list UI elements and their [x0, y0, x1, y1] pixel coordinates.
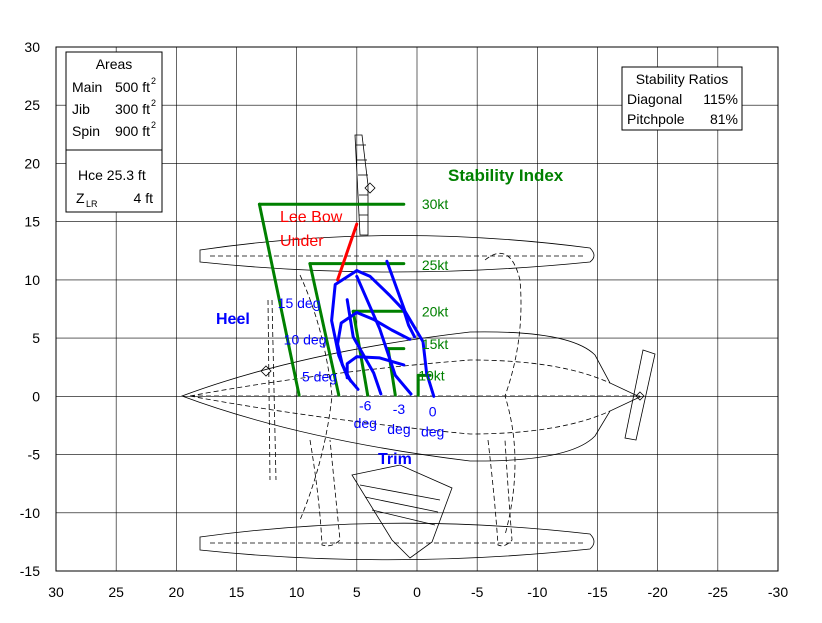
ratios-diagonal-value: 115% — [703, 91, 738, 107]
trim-line — [385, 259, 436, 398]
x-tick-label: 20 — [169, 584, 185, 600]
y-tick-label: 0 — [32, 388, 40, 404]
y-tick-label: 20 — [24, 155, 40, 171]
stability-index-data-label: 20kt — [422, 303, 449, 319]
areas-hce: Hce 25.3 ft — [78, 167, 146, 183]
y-tick-label: -5 — [28, 447, 41, 463]
x-tick-label: 25 — [108, 584, 124, 600]
trim-data-label: 0 — [429, 403, 437, 419]
areas-main-value: 500 ft — [115, 79, 150, 95]
x-tick-label: -20 — [648, 584, 668, 600]
areas-heading: Areas — [96, 56, 133, 72]
heel-data-label: 15 deg — [278, 295, 321, 311]
x-tick-label: 30 — [48, 584, 64, 600]
heel-line — [345, 355, 359, 380]
y-tick-label: 25 — [24, 97, 40, 113]
trim-data-label: deg — [354, 415, 377, 431]
trim-data-label: deg — [387, 421, 410, 437]
series-layer — [257, 202, 436, 398]
stability-index-data-label: 25kt — [422, 257, 449, 273]
areas-jib-value: 300 ft — [115, 101, 150, 117]
grid-lines — [55, 46, 779, 572]
trim-line — [355, 274, 413, 396]
x-tick-label: -10 — [527, 584, 547, 600]
stability-index-line — [351, 309, 370, 397]
heel-line — [355, 311, 412, 341]
y-tick-label: 5 — [32, 330, 40, 346]
areas-zlr-label: Z — [76, 190, 85, 206]
stability-ratios-box: Stability Ratios Diagonal 115% Pitchpole… — [621, 66, 743, 131]
x-tick-label: 5 — [353, 584, 361, 600]
x-tick-label: 10 — [289, 584, 305, 600]
trim-data-label: deg — [421, 423, 444, 439]
x-tick-label: 15 — [229, 584, 245, 600]
areas-main-sup: 2 — [151, 76, 156, 86]
areas-spin-sup: 2 — [151, 120, 156, 130]
stability-index-line — [257, 202, 301, 397]
y-tick-label: -10 — [20, 505, 40, 521]
heel-data-label: 10 deg — [284, 331, 327, 347]
areas-box: Areas Main 500 ft 2 Jib 300 ft 2 Spin 90… — [65, 51, 163, 213]
stability-index-data-label: 10kt — [418, 367, 445, 383]
stability-index-data-label: 30kt — [422, 196, 449, 212]
x-tick-label: -5 — [471, 584, 484, 600]
ratios-diagonal-label: Diagonal — [627, 91, 682, 107]
stability-index-data-label: 15kt — [422, 336, 449, 352]
x-tick-label: -25 — [708, 584, 728, 600]
lee-bow-label: Lee Bow — [280, 209, 343, 226]
y-tick-label: 10 — [24, 272, 40, 288]
trim-label: Trim — [378, 451, 412, 468]
areas-jib-label: Jib — [72, 101, 90, 117]
areas-zlr-value: 4 ft — [134, 190, 154, 206]
heel-label: Heel — [216, 311, 250, 328]
areas-main-label: Main — [72, 79, 102, 95]
y-tick-label: -15 — [20, 563, 40, 579]
y-tick-label: 30 — [24, 39, 40, 55]
ratios-pitchpole-value: 81% — [710, 111, 738, 127]
areas-zlr-sub: LR — [86, 199, 98, 209]
x-tick-label: -15 — [587, 584, 607, 600]
trim-data-label: -6 — [359, 398, 372, 414]
x-axis-ticks: 30 25 20 15 10 5 0 -5 -10 -15 -20 -25 -30 — [48, 584, 788, 600]
stability-index-label: Stability Index — [448, 166, 564, 185]
y-axis-ticks: 30 25 20 15 10 5 0 -5 -10 -15 — [20, 39, 40, 579]
heel-data-label: 5 deg — [302, 369, 337, 385]
trim-data-label: -3 — [393, 401, 406, 417]
heel-line — [355, 269, 417, 339]
areas-spin-value: 900 ft — [115, 123, 150, 139]
trim-line — [345, 298, 383, 396]
areas-spin-label: Spin — [72, 123, 100, 139]
ratios-heading: Stability Ratios — [636, 71, 729, 87]
hull-outline-drawing — [180, 134, 656, 561]
heel-line — [336, 311, 359, 383]
x-tick-label: 0 — [413, 584, 421, 600]
lee-bow-under-line — [336, 222, 359, 282]
y-tick-label: 15 — [24, 214, 40, 230]
ratios-pitchpole-label: Pitchpole — [627, 111, 685, 127]
stability-index-line — [308, 262, 341, 397]
areas-jib-sup: 2 — [151, 98, 156, 108]
under-label: Under — [280, 233, 324, 250]
x-tick-label: -30 — [768, 584, 788, 600]
